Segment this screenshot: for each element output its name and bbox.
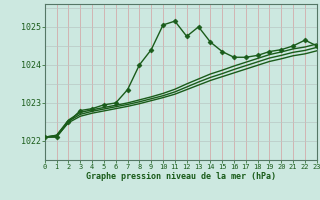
X-axis label: Graphe pression niveau de la mer (hPa): Graphe pression niveau de la mer (hPa)	[86, 172, 276, 181]
